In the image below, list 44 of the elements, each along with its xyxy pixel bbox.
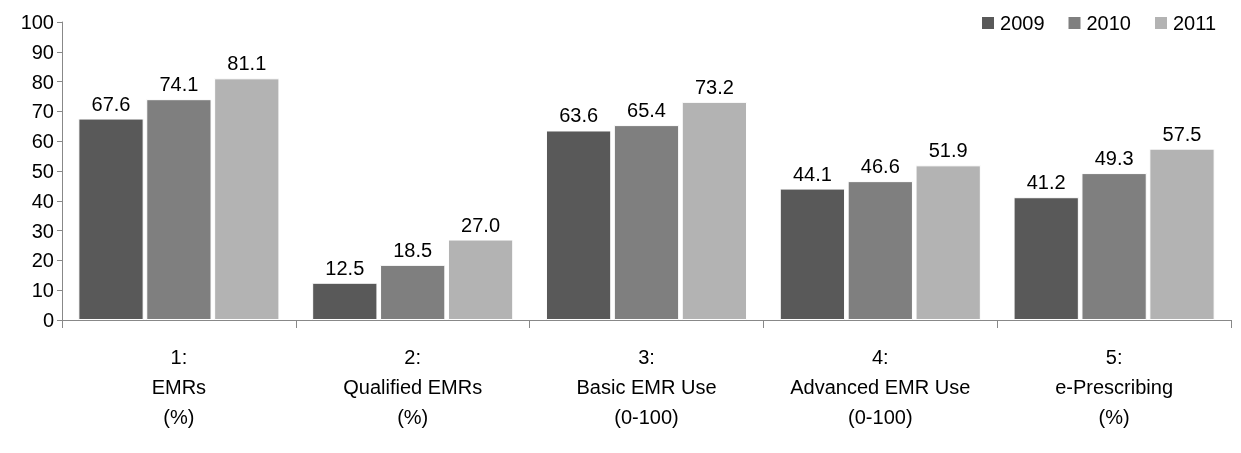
data-label: 51.9	[928, 139, 968, 162]
data-label: 65.4	[627, 99, 666, 122]
data-label: 49.3	[1094, 147, 1134, 170]
bar	[78, 118, 144, 320]
y-tick-label: 30	[31, 219, 54, 242]
y-tick-label: 0	[42, 309, 54, 331]
y-tick-label: 100	[20, 11, 54, 33]
bar	[545, 130, 612, 320]
legend-label: 2009	[1000, 12, 1045, 34]
bar	[214, 78, 280, 320]
y-tick-label: 50	[31, 160, 54, 182]
data-label: 27.0	[461, 213, 501, 236]
data-label: 41.2	[1026, 171, 1066, 194]
data-label: 57.5	[1162, 122, 1202, 145]
y-tick-label: 10	[31, 279, 54, 302]
data-label: 81.1	[227, 52, 267, 75]
x-tick-label: 3: Basic EMR Use (0-100)	[576, 346, 717, 428]
x-tick-label: 1: EMRs (%)	[151, 346, 207, 428]
y-tick-label: 80	[31, 70, 54, 93]
data-label: 18.5	[393, 238, 433, 261]
bar	[681, 101, 748, 320]
bar	[779, 188, 846, 320]
data-label: 67.6	[91, 92, 131, 115]
data-label: 12.5	[325, 256, 365, 279]
bar	[1013, 197, 1079, 320]
bar	[312, 282, 378, 320]
y-tick-label: 60	[31, 130, 54, 153]
x-tick-label: 4: Advanced EMR Use (0-100)	[790, 346, 971, 428]
y-tick-label: 20	[31, 249, 54, 272]
y-tick-label: 40	[31, 189, 54, 212]
bar	[447, 239, 514, 320]
data-label: 74.1	[159, 73, 199, 96]
x-tick-label: 5: e-Prescribing (%)	[1055, 346, 1174, 428]
legend-label: 2010	[1086, 12, 1131, 34]
data-label: 73.2	[694, 75, 734, 98]
legend-label: 2011	[1172, 12, 1217, 34]
bar	[1149, 148, 1215, 320]
y-tick-label: 70	[31, 100, 54, 123]
bar	[915, 165, 981, 320]
data-label: 63.6	[559, 104, 599, 127]
data-label: 46.6	[860, 155, 900, 178]
y-tick-label: 90	[31, 40, 54, 63]
data-label: 44.1	[792, 162, 832, 185]
x-tick-label: 2: Qualified EMRs (%)	[343, 346, 483, 428]
